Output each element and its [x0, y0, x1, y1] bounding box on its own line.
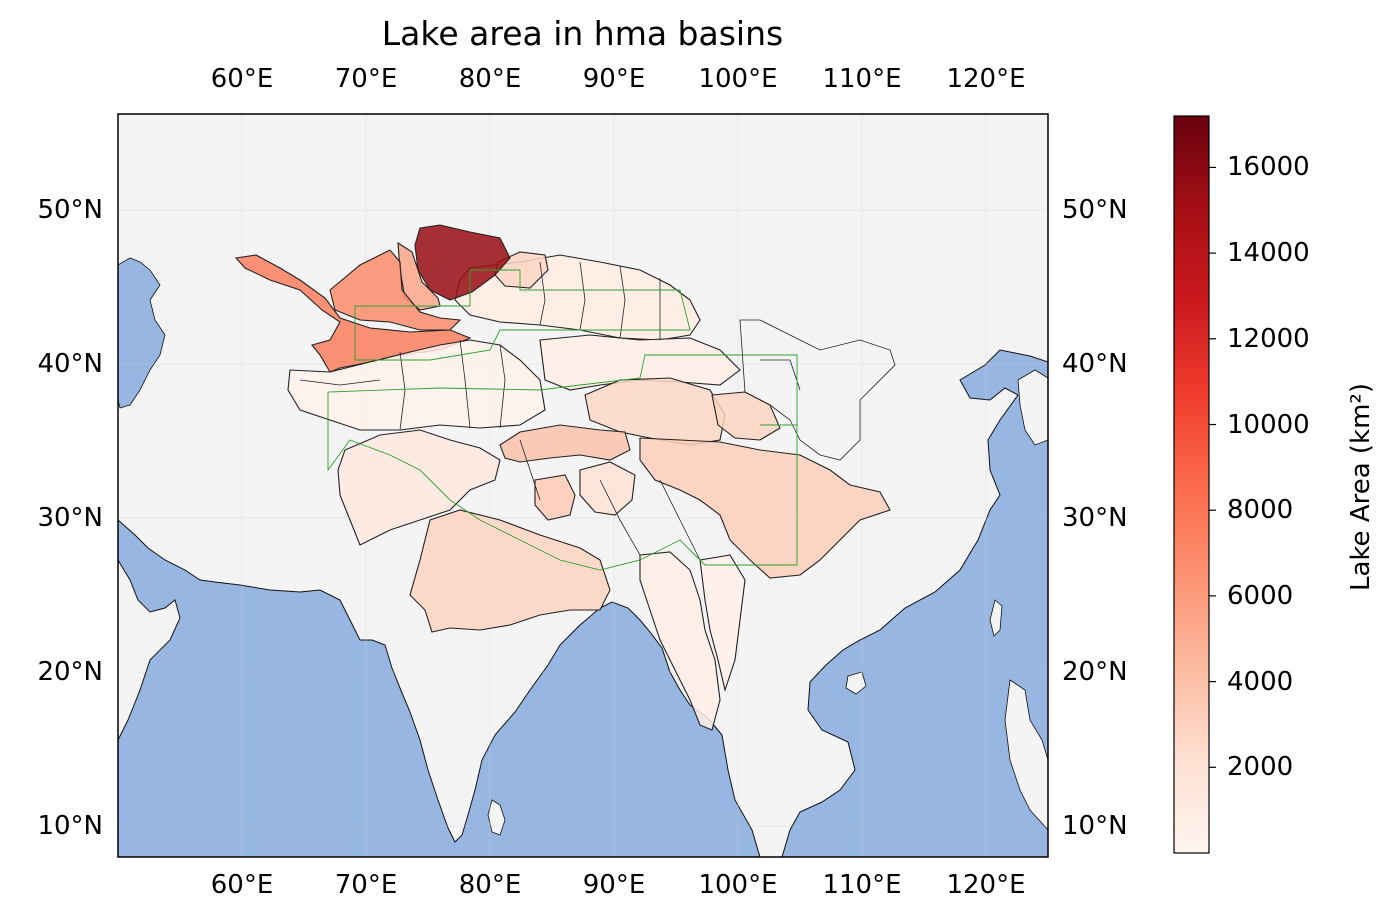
basins: [234, 224, 891, 731]
arabia-land: [118, 559, 181, 741]
colorbar-title: Lake Area (km²): [1346, 383, 1376, 591]
colorbar: [1173, 115, 1210, 854]
colorbar-tick-label: 6000: [1227, 580, 1294, 611]
left-lat-label-20: 20°N: [37, 657, 103, 687]
colorbar-tick-label: 2000: [1227, 752, 1294, 783]
bottom-lon-label-120: 120°E: [946, 870, 1026, 900]
bottom-lon-label-100: 100°E: [698, 870, 778, 900]
right-lat-label-40: 40°N: [1062, 349, 1128, 379]
left-lat-label-50: 50°N: [37, 195, 103, 225]
right-lat-label-30: 30°N: [1062, 503, 1128, 533]
basin-indus[interactable]: [337, 429, 501, 546]
hainan: [845, 671, 867, 695]
right-lat-label-20: 20°N: [1062, 657, 1128, 687]
basin-salween[interactable]: [579, 461, 636, 516]
basin-balkhash[interactable]: [414, 224, 511, 301]
bottom-lon-label-70: 70°E: [334, 870, 398, 900]
colorbar-tick-label: 16000: [1227, 152, 1310, 183]
basin-west-tarim[interactable]: [287, 339, 546, 431]
basin-northern-kazakh[interactable]: [494, 251, 549, 289]
basin-qaidam[interactable]: [584, 377, 726, 446]
basin-mekong[interactable]: [639, 551, 721, 731]
philippines: [1004, 679, 1048, 831]
bottom-lon-label-110: 110°E: [822, 870, 902, 900]
basin-inner-tibet[interactable]: [499, 424, 631, 463]
top-lon-label-110: 110°E: [822, 64, 902, 94]
basin-brahmaputra[interactable]: [534, 474, 576, 521]
taiwan: [989, 599, 1003, 637]
basin-hexi[interactable]: [539, 334, 741, 391]
map-title: Lake area in hma basins: [381, 14, 784, 53]
map-area: [118, 114, 1048, 857]
colorbar-tick-label: 4000: [1227, 666, 1294, 697]
colorbar-tick-label: 12000: [1227, 323, 1310, 354]
top-lon-label-90: 90°E: [582, 64, 646, 94]
basin-ganges[interactable]: [409, 509, 611, 633]
basin-tarim-syr-darya[interactable]: [329, 249, 462, 331]
colorbar-tick-label: 8000: [1227, 495, 1294, 526]
bottom-lon-label-90: 90°E: [582, 870, 646, 900]
right-lat-label-50: 50°N: [1062, 195, 1128, 225]
left-lat-label-40: 40°N: [37, 349, 103, 379]
basin-yangtze[interactable]: [639, 437, 891, 579]
korea: [1017, 369, 1048, 446]
colorbar-ticks: [1209, 166, 1216, 768]
caspian-sea: [118, 257, 166, 409]
minor-basin-outlines: [299, 261, 896, 561]
basin-irrawaddy[interactable]: [699, 554, 746, 693]
bottom-lon-label-80: 80°E: [458, 870, 522, 900]
top-lon-label-60: 60°E: [210, 64, 274, 94]
top-lon-label-70: 70°E: [334, 64, 398, 94]
bottom-lon-label-60: 60°E: [210, 870, 274, 900]
top-lon-label-100: 100°E: [698, 64, 778, 94]
left-lat-label-30: 30°N: [37, 503, 103, 533]
map-frame: [117, 113, 1049, 858]
colorbar-tick-label: 14000: [1227, 238, 1310, 269]
top-lon-label-80: 80°E: [458, 64, 522, 94]
left-lat-label-10: 10°N: [37, 811, 103, 841]
colorbar-tick-label: 10000: [1227, 409, 1310, 440]
study-region-outline: [327, 269, 798, 571]
top-lon-label-120: 120°E: [946, 64, 1026, 94]
right-lat-label-10: 10°N: [1062, 811, 1128, 841]
